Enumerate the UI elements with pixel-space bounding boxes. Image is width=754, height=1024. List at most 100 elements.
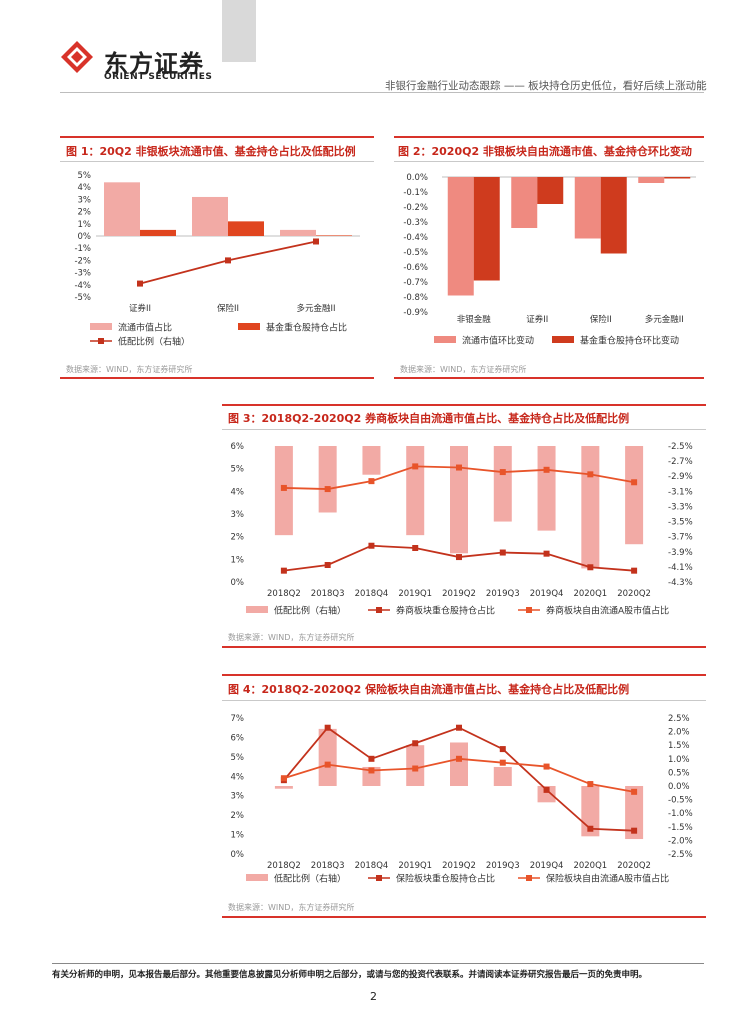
y2-tick-label: -2.5% xyxy=(668,442,693,452)
y-tick-label: 6% xyxy=(231,733,245,743)
x-tick-label: 2019Q1 xyxy=(398,861,432,871)
legend-swatch xyxy=(552,336,574,343)
figure-3-chart: 6% 5% 4% 3% 2% 1% 0% -2.5% -2.7% -2.9% -3.1% -3.3% -… xyxy=(231,442,693,617)
brand-name-en: ORIENT SECURITIES xyxy=(104,72,213,82)
line-point xyxy=(412,463,419,470)
bar xyxy=(581,446,600,569)
legend-swatch xyxy=(434,336,456,343)
y-tick-label: 2% xyxy=(231,533,245,543)
bar xyxy=(316,235,352,236)
line-point xyxy=(313,238,319,245)
legend-marker xyxy=(526,875,532,881)
legend-marker xyxy=(98,338,104,344)
legend-label: 券商板块自由流通A股市值占比 xyxy=(546,605,669,617)
y-tick-label: -5% xyxy=(74,293,91,303)
y2-tick-label: 1.5% xyxy=(668,741,690,751)
bar xyxy=(104,182,140,236)
bar xyxy=(600,177,627,254)
y2-tick-label: 0.0% xyxy=(668,782,690,792)
y-tick-label: 7% xyxy=(231,714,245,724)
bar xyxy=(450,446,468,554)
orient-logo-icon xyxy=(61,41,93,73)
y-tick-label: -0.6% xyxy=(403,263,428,273)
y-tick-label: -0.2% xyxy=(403,203,428,213)
y2-tick-label: -2.9% xyxy=(668,472,693,482)
y-tick-label: -1% xyxy=(74,244,91,254)
line-point xyxy=(280,567,287,574)
legend-swatch xyxy=(90,323,112,330)
legend-label: 低配比例（右轴） xyxy=(274,873,346,885)
line-point xyxy=(499,549,506,556)
figure-2-chart: 0.0% -0.1% -0.2% -0.3% -0.4% -0.5% -0.6% -0.7% -… xyxy=(403,173,696,347)
bar xyxy=(511,177,538,228)
line-point xyxy=(587,471,594,478)
y-tick-label: 4% xyxy=(231,487,245,497)
y-tick-label: -0.8% xyxy=(403,293,428,303)
x-tick-label: 2020Q2 xyxy=(617,861,651,871)
x-tick-label: 证券II xyxy=(129,303,151,314)
x-tick-label: 2018Q3 xyxy=(311,861,345,871)
line-point xyxy=(543,466,550,473)
bar xyxy=(318,728,337,786)
figure-3-title: 图 3：2018Q2-2020Q2 券商板块自由流通市值占比、基金持仓占比及低配… xyxy=(228,412,630,425)
line-point xyxy=(456,554,462,561)
figure-4-source: 数据来源：WIND，东方证券研究所 xyxy=(228,903,355,912)
y-tick-label: -0.4% xyxy=(403,233,428,243)
y2-tick-label: -1.0% xyxy=(668,809,693,819)
footer-divider xyxy=(52,963,704,964)
x-tick-label: 保险II xyxy=(590,314,612,325)
y-tick-label: 1% xyxy=(231,831,245,841)
line-point xyxy=(499,759,506,766)
x-tick-label: 2019Q1 xyxy=(398,589,432,599)
y-tick-label: -0.5% xyxy=(403,248,428,258)
figure-4-chart: 7% 6% 5% 4% 3% 2% 1% 0% 2.5% 2.0% 1.5% 1.0% 0.5% 0.0%… xyxy=(231,714,693,885)
line-point xyxy=(225,257,231,264)
legend-swatch xyxy=(238,323,260,330)
line-point xyxy=(456,464,462,471)
bar xyxy=(362,446,381,475)
bar xyxy=(192,196,228,236)
figure-1-title-rule xyxy=(60,161,374,162)
line-point xyxy=(280,484,287,491)
y-tick-label: 4% xyxy=(231,772,245,782)
line-point xyxy=(543,550,550,557)
y-tick-label: -0.1% xyxy=(403,188,428,198)
legend-label: 流通市值环比变动 xyxy=(462,335,534,347)
y-tick-label: 5% xyxy=(231,753,245,763)
legend-label: 流通市值占比 xyxy=(118,322,172,334)
x-tick-label: 保险II xyxy=(217,303,239,314)
x-tick-label: 2018Q4 xyxy=(355,861,389,871)
figure-2-title-rule xyxy=(394,161,704,162)
bar xyxy=(537,786,556,803)
bar xyxy=(318,446,337,513)
y-tick-label: 0% xyxy=(231,578,245,588)
y-tick-label: -0.3% xyxy=(403,218,428,228)
legend-marker xyxy=(376,607,382,613)
bar xyxy=(664,177,691,179)
line-point xyxy=(412,765,419,772)
line-point xyxy=(456,755,462,762)
y-tick-label: 3% xyxy=(78,195,92,205)
y-tick-label: 1% xyxy=(78,220,92,230)
y-tick-label: 5% xyxy=(231,465,245,475)
y2-tick-label: -2.5% xyxy=(668,850,693,860)
bar xyxy=(280,229,316,236)
figure-1-source: 数据来源：WIND，东方证券研究所 xyxy=(66,365,193,374)
x-tick-label: 2018Q2 xyxy=(267,861,301,871)
line-point xyxy=(631,567,638,574)
figure-4-top-rule xyxy=(222,674,706,676)
x-tick-label: 2018Q3 xyxy=(311,589,345,599)
y2-tick-label: 1.0% xyxy=(668,755,690,765)
bar xyxy=(537,177,564,204)
y-tick-label: -4% xyxy=(74,281,91,291)
y2-tick-label: -3.7% xyxy=(668,533,693,543)
y-tick-label: 2% xyxy=(231,811,245,821)
brand-name-cn: 东方证券 xyxy=(104,50,204,78)
line-point xyxy=(368,767,375,774)
legend-label: 保险板块重仓股持仓占比 xyxy=(396,873,495,885)
y2-tick-label: -2.7% xyxy=(668,457,693,467)
legend-label: 券商板块重仓股持仓占比 xyxy=(396,605,495,617)
bar xyxy=(406,446,425,536)
x-tick-label: 2019Q3 xyxy=(486,589,520,599)
figure-1-bottom-rule xyxy=(60,377,374,379)
